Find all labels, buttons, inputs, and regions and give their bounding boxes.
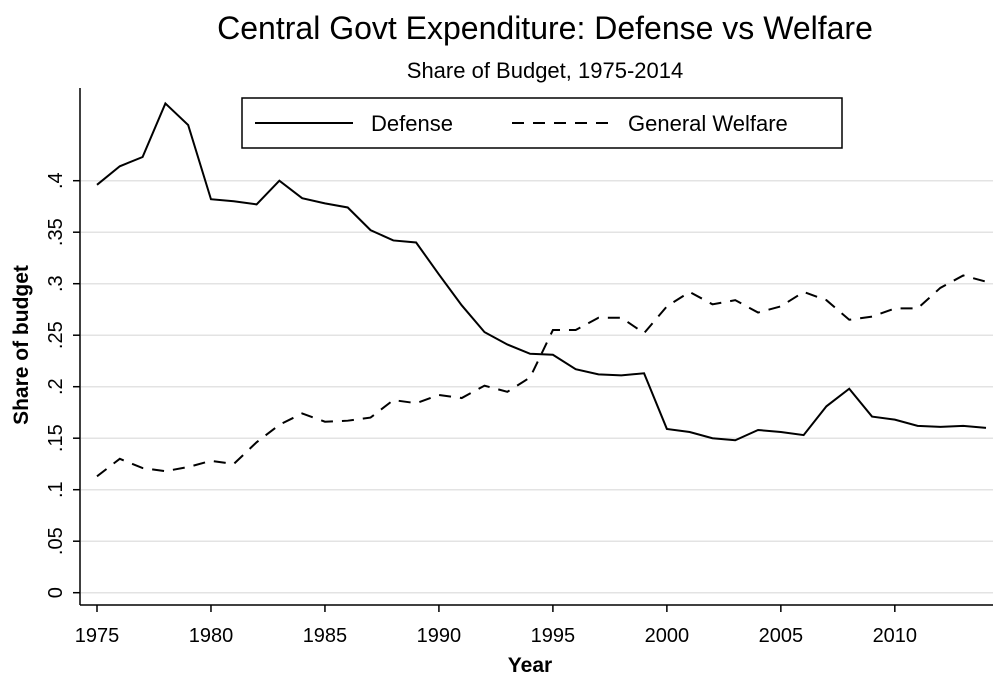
x-tick-label: 1980 [189, 625, 234, 647]
x-tick-label: 2005 [759, 625, 804, 647]
grid [81, 179, 993, 594]
x-tick-label: 1990 [417, 625, 462, 647]
y-tick-label: .3 [45, 275, 67, 292]
chart-subtitle: Share of Budget, 1975-2014 [407, 58, 683, 83]
y-axis-label: Share of budget [10, 265, 33, 425]
lines [96, 101, 987, 478]
x-axis-label: Year [508, 654, 552, 677]
y-tick-label: .2 [45, 378, 67, 395]
x-tick-label: 1975 [75, 625, 120, 647]
y-tick-label: .1 [45, 481, 67, 498]
y-tick-label: .4 [45, 172, 67, 189]
y-tick-label: .35 [45, 218, 67, 246]
x-tick-label: 2000 [645, 625, 690, 647]
y-tick-label: .15 [45, 424, 67, 452]
series-line [96, 274, 987, 478]
legend-label: Defense [371, 111, 453, 136]
x-tick-label: 2010 [873, 625, 918, 647]
y-tick-label: .05 [45, 527, 67, 555]
chart-title: Central Govt Expenditure: Defense vs Wel… [217, 10, 873, 46]
series-line [96, 101, 987, 442]
y-tick-label: .25 [45, 321, 67, 349]
legend-label: General Welfare [628, 111, 788, 136]
y-tick-label: 0 [45, 587, 67, 598]
x-tick-label: 1985 [303, 625, 348, 647]
x-tick-label: 1995 [531, 625, 576, 647]
